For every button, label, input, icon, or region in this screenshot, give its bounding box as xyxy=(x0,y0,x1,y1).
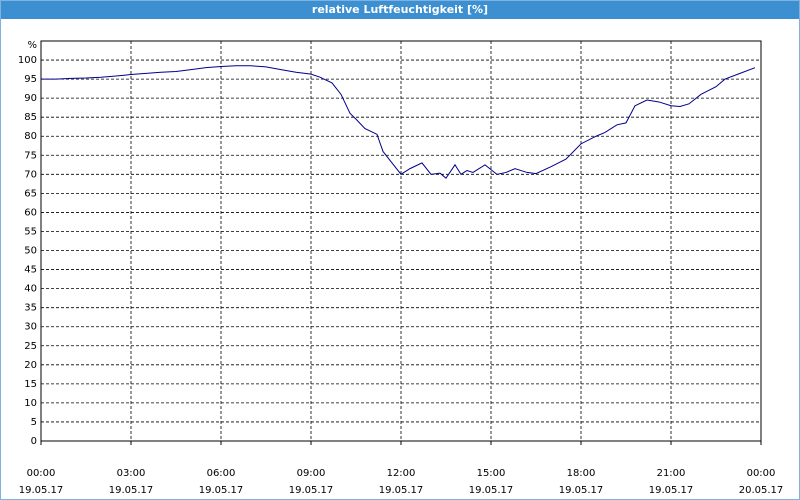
y-tick-label: 0 xyxy=(31,436,37,447)
x-tick-label: 06:00 19.05.17 xyxy=(198,468,244,496)
y-axis-label: % xyxy=(27,40,37,51)
y-tick-label: 75 xyxy=(24,150,37,161)
y-tick-label: 60 xyxy=(24,207,37,218)
data-line xyxy=(41,65,756,179)
plot-frame xyxy=(40,40,762,442)
y-tick-label: 50 xyxy=(24,246,37,257)
y-tick-label: 40 xyxy=(24,284,37,295)
x-tick-label: 03:00 19.05.17 xyxy=(108,468,154,496)
y-tick-label: 10 xyxy=(24,398,37,409)
x-tick-label: 15:00 19.05.17 xyxy=(468,468,514,496)
y-tick-label: 30 xyxy=(24,322,37,333)
y-tick-label: 85 xyxy=(24,112,37,123)
y-tick-label: 70 xyxy=(24,169,37,180)
y-tick-label: 45 xyxy=(24,265,37,276)
y-tick-label: 35 xyxy=(24,303,37,314)
chart-title: relative Luftfeuchtigkeit [%] xyxy=(1,1,799,19)
x-tick-label: 18:00 19.05.17 xyxy=(558,468,604,496)
y-tick-label: 65 xyxy=(24,188,37,199)
x-tick-label: 21:00 19.05.17 xyxy=(648,468,694,496)
y-tick-label: 95 xyxy=(24,74,37,85)
y-tick-label: 80 xyxy=(24,131,37,142)
y-tick-label: 90 xyxy=(24,93,37,104)
x-tick-label: 09:00 19.05.17 xyxy=(288,468,334,496)
y-tick-label: 100 xyxy=(18,55,37,66)
x-tick-label: 00:00 19.05.17 xyxy=(18,468,64,496)
x-tick-label: 12:00 19.05.17 xyxy=(378,468,424,496)
y-tick-label: 25 xyxy=(24,341,37,352)
y-tick-label: 55 xyxy=(24,226,37,237)
y-tick-label: 20 xyxy=(24,360,37,371)
x-tick-label: 00:00 20.05.17 xyxy=(738,468,784,496)
y-tick-label: 5 xyxy=(31,417,37,428)
y-tick-label: 15 xyxy=(24,379,37,390)
